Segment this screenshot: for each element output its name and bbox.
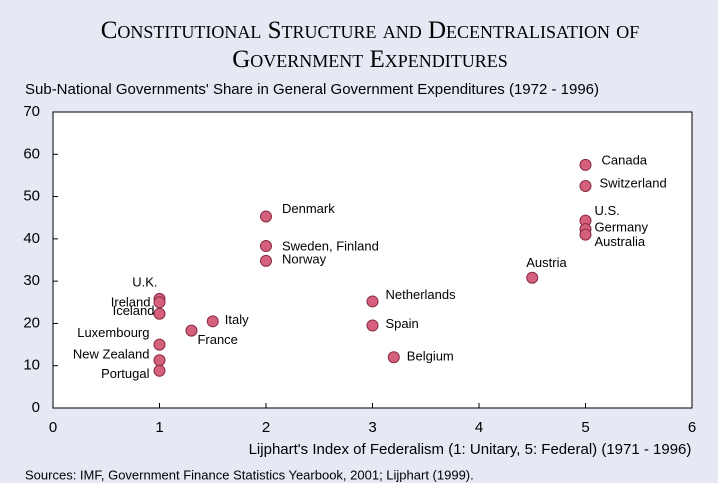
- point-label: Germany: [595, 220, 649, 235]
- point-label: France: [197, 332, 237, 347]
- x-tick-label: 0: [49, 419, 57, 436]
- x-axis-label: Lijphart's Index of Federalism (1: Unita…: [249, 441, 692, 458]
- point-label: Sweden, Finland: [282, 238, 379, 253]
- point: [579, 180, 592, 192]
- y-tick-label: 30: [23, 272, 40, 289]
- point: [185, 324, 198, 337]
- y-tick-label: 50: [23, 188, 40, 205]
- point: [387, 351, 400, 364]
- point: [260, 210, 272, 223]
- point-label: U.K.: [132, 274, 157, 289]
- y-tick-label: 20: [23, 314, 40, 331]
- point-label: Ireland: [111, 295, 151, 310]
- point-label: Luxembourg: [77, 325, 149, 340]
- point: [153, 354, 166, 367]
- point: [366, 319, 379, 332]
- point-label: Iceland: [113, 303, 155, 318]
- point: [579, 158, 592, 171]
- point-label: Spain: [386, 316, 419, 331]
- source: Sources: IMF, Government Finance Statist…: [25, 467, 474, 482]
- point-label: Austria: [526, 255, 567, 270]
- point: [260, 240, 272, 253]
- point-label: Italy: [225, 312, 249, 327]
- y-tick-label: 70: [23, 103, 40, 120]
- point-label: U.S.: [595, 203, 620, 218]
- point: [260, 254, 272, 267]
- x-tick-label: 3: [368, 419, 376, 436]
- y-tick-label: 40: [23, 230, 40, 247]
- point: [526, 271, 539, 284]
- point-label: Australia: [595, 234, 646, 249]
- x-tick-label: 1: [155, 419, 163, 436]
- point-label: Portugal: [101, 366, 150, 381]
- y-tick-label: 0: [32, 399, 40, 416]
- point: [579, 228, 592, 241]
- x-tick-label: 4: [475, 419, 483, 436]
- x-tick-label: 2: [262, 419, 270, 436]
- plot-area: [53, 112, 692, 408]
- chart-title: Constitutional Structure and Decentralis…: [100, 17, 640, 73]
- point: [153, 296, 166, 309]
- x-tick-label: 5: [581, 419, 589, 436]
- point: [366, 295, 379, 308]
- point: [153, 338, 166, 351]
- y-axis-label: Sub-National Governments' Share in Gener…: [25, 81, 599, 98]
- x-tick-label: 6: [688, 419, 696, 436]
- point-label: Canada: [602, 152, 648, 167]
- point-label: Belgium: [407, 349, 454, 364]
- point: [206, 315, 219, 328]
- point: [153, 364, 166, 377]
- y-tick-label: 10: [23, 357, 40, 374]
- point-label: Norway: [282, 251, 327, 266]
- y-tick-label: 60: [23, 145, 40, 162]
- point-label: Netherlands: [386, 287, 457, 302]
- point: [153, 307, 166, 320]
- plot-border: [52, 111, 693, 409]
- point-label: Switzerland: [600, 175, 667, 190]
- point-label: Denmark: [282, 201, 335, 216]
- point-label: New Zealand: [73, 347, 150, 362]
